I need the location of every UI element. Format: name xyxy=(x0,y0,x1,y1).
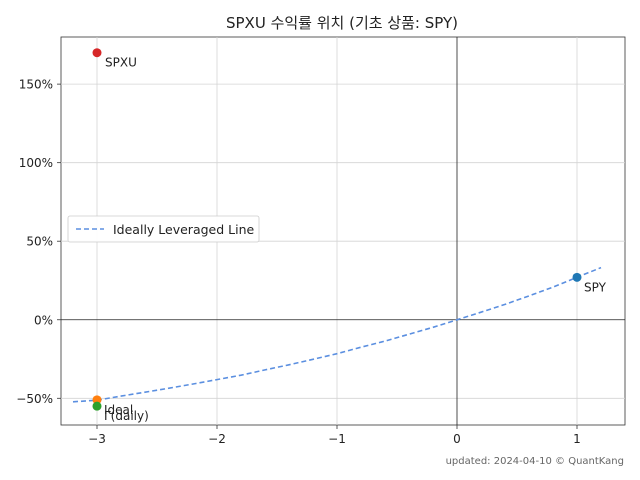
y-tick-label: 0% xyxy=(34,313,53,327)
point-spy xyxy=(572,272,582,282)
footer-updated: updated: 2024-04-10 © QuantKang xyxy=(446,456,624,467)
zero-axis-lines xyxy=(61,37,625,425)
point-label-spxu: SPXU xyxy=(105,56,137,70)
grid-lines xyxy=(61,37,625,425)
x-tick-label: −3 xyxy=(88,432,106,446)
plot-frame xyxy=(60,36,626,426)
x-axis-ticks: −3 −2 −1 0 1 xyxy=(88,425,581,446)
chart-title: SPXU 수익률 위치 (기초 상품: SPY) xyxy=(226,14,458,32)
point-label-daily: Γ(daily) xyxy=(104,409,149,423)
y-tick-label: 50% xyxy=(26,235,53,249)
y-tick-label: −50% xyxy=(16,392,53,406)
x-tick-label: 0 xyxy=(453,432,461,446)
x-tick-label: 1 xyxy=(573,432,581,446)
legend-box xyxy=(67,215,260,243)
point-label-spy: SPY xyxy=(584,280,607,294)
point-ideal xyxy=(92,395,102,405)
y-axis-ticks: −50% 0% 50% 100% 150% xyxy=(16,78,61,406)
legend: Ideally Leveraged Line xyxy=(67,215,260,243)
x-tick-label: −2 xyxy=(208,432,226,446)
point-label-ideal: Ideal xyxy=(104,403,133,417)
point-daily xyxy=(92,401,102,411)
x-tick-label: −1 xyxy=(328,432,346,446)
point-spxu xyxy=(92,48,102,58)
series-ideally-leveraged-line xyxy=(72,266,602,403)
y-tick-label: 150% xyxy=(19,78,53,92)
legend-entry-ideally-leveraged-line: Ideally Leveraged Line xyxy=(113,222,255,237)
series-layer xyxy=(72,266,602,403)
y-tick-label: 100% xyxy=(19,156,53,170)
